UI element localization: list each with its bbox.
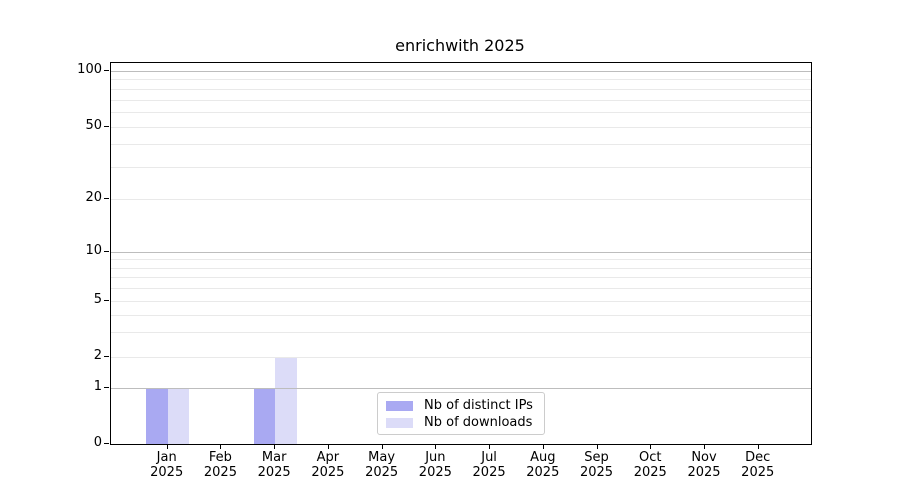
gridline-minor xyxy=(111,79,811,81)
x-tick-month: Feb xyxy=(208,450,232,465)
x-tick-mark xyxy=(327,444,329,449)
plot-area: Nb of distinct IPs Nb of downloads xyxy=(110,62,812,445)
gridline-major xyxy=(111,71,811,72)
x-tick-year: 2025 xyxy=(579,465,614,480)
x-tick-mark xyxy=(381,444,383,449)
x-tick-month: Dec xyxy=(745,450,771,465)
y-tick-label: 1 xyxy=(93,379,102,395)
y-tick-mark xyxy=(104,251,109,252)
gridline-minor xyxy=(111,314,811,316)
x-tick-label-jul: Jul 2025 xyxy=(459,450,519,480)
x-tick-year: 2025 xyxy=(257,465,291,480)
x-tick-mark xyxy=(596,444,598,449)
legend-swatch-downloads-icon xyxy=(386,417,413,428)
x-tick-month: Jul xyxy=(481,450,497,465)
y-tick-mark xyxy=(104,356,109,357)
x-tick-year: 2025 xyxy=(311,465,345,480)
y-tick-mark xyxy=(104,443,109,445)
y-tick-label: 0 xyxy=(93,435,102,451)
x-tick-month: Nov xyxy=(691,450,717,465)
x-tick-year: 2025 xyxy=(633,465,667,480)
x-tick-month: Jun xyxy=(425,450,446,465)
x-tick-year: 2025 xyxy=(365,465,399,480)
bar-downloads xyxy=(275,357,297,444)
x-tick-label-jun: Jun 2025 xyxy=(405,450,465,480)
y-tick-label: 5 xyxy=(93,292,102,307)
gridline-minor xyxy=(111,167,811,169)
y-tick-label: 20 xyxy=(85,190,102,206)
bar-distinct-ips xyxy=(253,388,276,444)
x-tick-year: 2025 xyxy=(741,465,775,480)
legend-item-distinct-ips: Nb of distinct IPs xyxy=(386,397,536,414)
x-tick-label-oct: Oct 2025 xyxy=(620,450,680,480)
gridline-minor xyxy=(111,288,811,290)
y-tick-label: 10 xyxy=(85,243,102,258)
x-tick-mark xyxy=(650,444,652,449)
x-tick-month: Oct xyxy=(639,450,662,465)
x-tick-label-may: May 2025 xyxy=(352,450,412,480)
y-tick-label: 2 xyxy=(93,348,102,363)
x-tick-mark xyxy=(542,444,544,449)
y-tick-mark xyxy=(104,300,109,301)
gridline-major xyxy=(111,388,811,390)
x-tick-label-sep: Sep 2025 xyxy=(567,450,627,480)
x-tick-year: 2025 xyxy=(472,465,506,480)
x-tick-label-mar: Mar 2025 xyxy=(244,450,304,480)
gridline-minor xyxy=(111,259,811,261)
x-tick-month: May xyxy=(368,450,396,465)
x-tick-year: 2025 xyxy=(203,465,237,480)
gridline-minor xyxy=(111,332,811,334)
gridline-minor xyxy=(111,277,811,279)
bar-distinct-ips xyxy=(146,388,168,444)
x-tick-mark xyxy=(166,444,168,449)
gridline-minor xyxy=(111,199,811,201)
x-tick-year: 2025 xyxy=(418,465,452,480)
y-tick-mark xyxy=(104,70,109,71)
gridline-minor xyxy=(111,99,811,101)
gridline-major xyxy=(111,252,811,253)
gridline-minor xyxy=(111,301,811,302)
x-tick-label-apr: Apr 2025 xyxy=(298,450,358,480)
grid-layer xyxy=(111,63,811,444)
x-tick-label-feb: Feb 2025 xyxy=(190,450,250,480)
x-tick-mark xyxy=(220,444,222,449)
y-tick-mark xyxy=(104,198,109,200)
y-tick-label: 100 xyxy=(77,62,102,77)
legend-label-downloads: Nb of downloads xyxy=(424,415,533,430)
y-tick-mark xyxy=(104,125,109,127)
x-tick-month: Apr xyxy=(316,450,340,465)
legend-item-downloads: Nb of downloads xyxy=(386,414,536,431)
gridline-minor xyxy=(111,144,811,146)
x-tick-year: 2025 xyxy=(150,465,184,480)
x-tick-label-aug: Aug 2025 xyxy=(513,450,573,480)
x-tick-mark xyxy=(704,444,705,449)
gridline-minor xyxy=(111,357,811,358)
y-tick-mark xyxy=(104,387,109,389)
legend-swatch-distinct-ips-icon xyxy=(386,400,413,411)
x-tick-month: Aug xyxy=(530,450,556,465)
x-tick-mark xyxy=(435,444,437,449)
x-tick-month: Jan xyxy=(156,450,177,465)
y-tick-label: 50 xyxy=(85,117,102,133)
x-tick-label-dec: Dec 2025 xyxy=(728,450,788,480)
x-tick-year: 2025 xyxy=(526,465,560,480)
x-tick-month: Mar xyxy=(261,450,287,465)
x-tick-label-jan: Jan 2025 xyxy=(137,450,197,480)
x-tick-mark xyxy=(757,444,759,449)
bar-downloads xyxy=(167,388,190,444)
gridline-minor xyxy=(111,267,811,269)
x-tick-month: Sep xyxy=(584,450,609,465)
gridline-minor xyxy=(111,126,811,128)
x-tick-year: 2025 xyxy=(687,465,721,480)
x-tick-mark xyxy=(274,444,276,449)
x-tick-mark xyxy=(489,444,491,449)
gridline-minor xyxy=(111,88,811,90)
legend-label-distinct-ips: Nb of distinct IPs xyxy=(424,398,533,413)
bars-layer xyxy=(111,63,811,444)
x-tick-label-nov: Nov 2025 xyxy=(674,450,734,480)
chart-title: enrichwith 2025 xyxy=(395,36,525,55)
gridline-minor xyxy=(111,112,811,114)
legend: Nb of distinct IPs Nb of downloads xyxy=(377,392,545,435)
